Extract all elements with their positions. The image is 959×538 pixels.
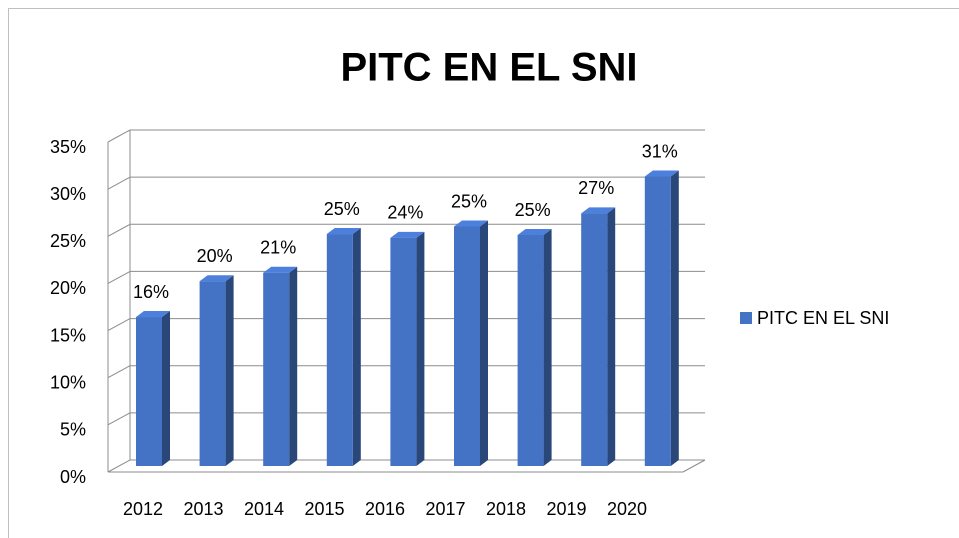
y-tick-label: 20% xyxy=(50,278,86,298)
bar-top xyxy=(199,275,234,282)
grid-side xyxy=(107,459,131,473)
data-label: 20% xyxy=(197,246,233,266)
x-tick-label: 2015 xyxy=(304,499,344,519)
grid-side xyxy=(107,176,131,190)
bar xyxy=(517,235,544,466)
bar-top xyxy=(454,220,488,227)
bar-top xyxy=(136,311,170,318)
bar xyxy=(644,176,671,467)
legend-label: PITC EN EL SNI xyxy=(757,308,889,328)
grid-side xyxy=(107,270,131,284)
bar-side xyxy=(480,220,488,466)
bar-side xyxy=(352,228,361,466)
grid-side xyxy=(107,412,131,426)
bar-side xyxy=(225,275,234,466)
x-tick-label: 2020 xyxy=(607,499,647,519)
bar-top xyxy=(517,229,552,235)
data-label: 16% xyxy=(133,282,169,302)
x-tick-label: 2018 xyxy=(486,499,526,519)
floor-right xyxy=(682,459,706,473)
y-tick-label: 25% xyxy=(50,231,86,251)
bar-top xyxy=(326,228,361,235)
bar xyxy=(390,237,417,466)
x-tick-label: 2014 xyxy=(244,499,284,519)
y-tick-label: 10% xyxy=(50,372,86,392)
data-label: 24% xyxy=(387,203,423,223)
data-label: 27% xyxy=(578,178,614,198)
data-label: 31% xyxy=(642,141,678,161)
bar xyxy=(326,234,353,466)
bar-top xyxy=(263,266,298,273)
x-tick-label: 2019 xyxy=(546,499,586,519)
bar-side xyxy=(543,229,552,466)
x-tick-label: 2012 xyxy=(123,499,163,519)
chart-title: PITC EN EL SNI xyxy=(340,46,637,90)
x-tick-label: 2017 xyxy=(425,499,465,519)
bar-side xyxy=(670,170,679,467)
data-label: 25% xyxy=(451,191,487,211)
bar xyxy=(454,226,480,466)
data-label: 21% xyxy=(260,237,296,257)
data-label: 25% xyxy=(324,199,360,219)
y-tick-label: 35% xyxy=(50,137,86,157)
y-tick-label: 30% xyxy=(50,184,86,204)
bar xyxy=(581,213,608,466)
y-tick-label: 0% xyxy=(60,467,86,487)
data-label: 25% xyxy=(515,200,551,220)
legend-swatch xyxy=(740,312,752,324)
grid-side xyxy=(107,223,131,237)
bar xyxy=(263,272,290,466)
y-tick-label: 5% xyxy=(60,420,86,440)
grid-side xyxy=(107,129,131,143)
grid-side xyxy=(107,365,131,379)
bar-top xyxy=(581,207,616,214)
y-tick-label: 15% xyxy=(50,325,86,345)
bar-top xyxy=(644,170,679,177)
bar-side xyxy=(607,207,616,467)
bar-top xyxy=(390,231,425,238)
bar xyxy=(199,281,226,466)
x-tick-label: 2016 xyxy=(365,499,405,519)
bar xyxy=(136,317,162,466)
bar-side xyxy=(162,311,170,466)
bar-side xyxy=(416,231,425,466)
bar-side xyxy=(289,266,298,466)
grid-side xyxy=(107,318,131,332)
x-tick-label: 2013 xyxy=(183,499,223,519)
